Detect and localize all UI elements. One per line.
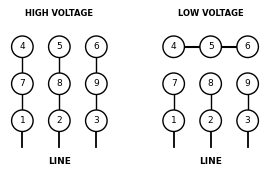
Text: 5: 5 [208,42,214,51]
Circle shape [86,110,107,132]
Circle shape [49,73,70,94]
Circle shape [163,73,184,94]
Circle shape [237,73,258,94]
Circle shape [86,73,107,94]
Text: 6: 6 [245,42,251,51]
Circle shape [12,110,33,132]
Circle shape [200,73,221,94]
Text: 2: 2 [56,116,62,125]
Text: LOW VOLTAGE: LOW VOLTAGE [178,9,244,17]
Text: 1: 1 [19,116,25,125]
Circle shape [86,36,107,57]
Text: 8: 8 [56,79,62,88]
Text: 3: 3 [245,116,251,125]
Circle shape [200,110,221,132]
Text: 5: 5 [56,42,62,51]
Text: 2: 2 [208,116,214,125]
Text: 7: 7 [171,79,177,88]
Text: 4: 4 [19,42,25,51]
Text: 1: 1 [171,116,177,125]
Text: LINE: LINE [48,157,71,166]
Text: 6: 6 [93,42,99,51]
Text: HIGH VOLTAGE: HIGH VOLTAGE [25,9,93,17]
Text: 3: 3 [93,116,99,125]
Circle shape [49,36,70,57]
Text: LINE: LINE [199,157,222,166]
Circle shape [49,110,70,132]
Circle shape [163,110,184,132]
Circle shape [12,73,33,94]
Circle shape [200,36,221,57]
Text: 9: 9 [245,79,251,88]
Circle shape [237,110,258,132]
Text: 8: 8 [208,79,214,88]
Circle shape [237,36,258,57]
Circle shape [12,36,33,57]
Text: 7: 7 [19,79,25,88]
Circle shape [163,36,184,57]
Text: 9: 9 [93,79,99,88]
Text: 4: 4 [171,42,177,51]
